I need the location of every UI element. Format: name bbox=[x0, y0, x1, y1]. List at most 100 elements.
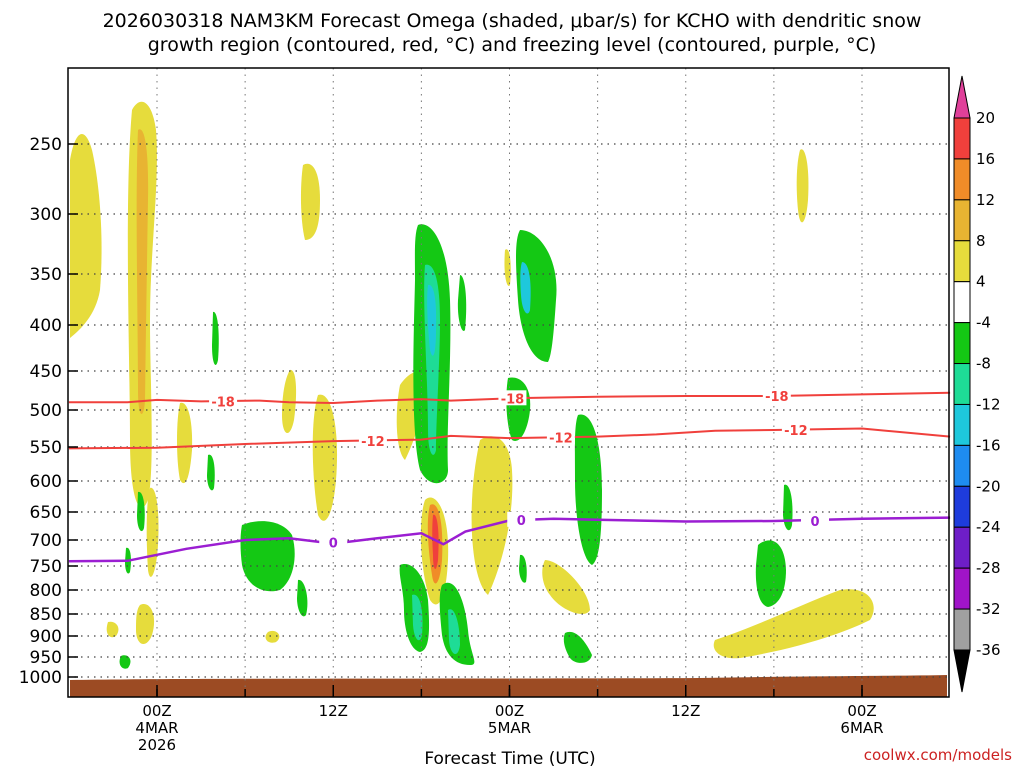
omega-region-yellow-3 bbox=[300, 163, 320, 240]
dgz-lower-label-0: -12 bbox=[361, 435, 385, 450]
colorbar-label-9: -20 bbox=[976, 477, 1001, 495]
colorbar-bin-3 bbox=[953, 240, 971, 283]
freezing-label-1-bg bbox=[507, 511, 536, 527]
colorbar-bin-9 bbox=[953, 485, 971, 528]
freezing-label-2: 0 bbox=[810, 515, 819, 530]
chart-title-line-1: 2026030318 NAM3KM Forecast Omega (shaded… bbox=[103, 10, 922, 32]
y-tick-label-800: 800 bbox=[30, 581, 62, 601]
y-tick-label-600: 600 bbox=[30, 472, 62, 492]
dgz-lower-label-2-bg bbox=[781, 421, 810, 437]
y-tick-label-550: 550 bbox=[30, 438, 62, 458]
omega-region-green-11 bbox=[783, 484, 793, 531]
omega-region-yellow-12 bbox=[796, 149, 809, 223]
omega-region-yellow-11 bbox=[713, 589, 874, 659]
omega-region-green-2 bbox=[516, 230, 557, 362]
omega-region-green-10 bbox=[755, 540, 786, 607]
dgz-lower-contour bbox=[68, 427, 951, 450]
colorbar-label-2: 12 bbox=[976, 191, 995, 209]
x-tick-label-0-2: 2026 bbox=[138, 736, 176, 754]
omega-region-orange-1 bbox=[136, 129, 149, 414]
omega-region-yellow-8 bbox=[471, 436, 513, 595]
freezing-label-1: 0 bbox=[517, 514, 526, 529]
colorbar-label-4: 4 bbox=[976, 273, 986, 291]
omega-region-yellow-10 bbox=[542, 560, 590, 615]
colorbar-bin-4 bbox=[953, 281, 971, 324]
colorbar-label-10: -24 bbox=[976, 518, 1001, 536]
dgz-upper-label-0-bg bbox=[209, 393, 238, 409]
x-tick-label-2-0: 00Z bbox=[495, 702, 524, 720]
omega-region-yellow-1 bbox=[70, 133, 102, 338]
omega-region-teal-2 bbox=[520, 262, 531, 314]
colorbar-label-1: 16 bbox=[976, 150, 995, 168]
colorbar-label-0: 20 bbox=[976, 109, 995, 127]
omega-region-green-16 bbox=[297, 579, 308, 617]
colorbar-label-8: -16 bbox=[976, 436, 1001, 454]
y-tick-label-300: 300 bbox=[30, 205, 62, 225]
colorbar-bin-6 bbox=[953, 363, 971, 405]
y-axis: 2503003504004505005506006507007508008509… bbox=[19, 135, 78, 688]
x-tick-label-2-1: 5MAR bbox=[488, 719, 531, 737]
x-tick-label-3-0: 12Z bbox=[671, 702, 700, 720]
dgz-upper-label-2-bg bbox=[762, 387, 791, 403]
chart-title-line-2: growth region (contoured, red, °C) and f… bbox=[148, 34, 877, 56]
omega-region-cyan-1 bbox=[427, 284, 437, 356]
colorbar-top-arrow bbox=[953, 75, 971, 119]
y-tick-label-650: 650 bbox=[30, 503, 62, 523]
grid-lines bbox=[68, 68, 949, 697]
omega-region-green-9 bbox=[563, 631, 592, 663]
colorbar-bin-2 bbox=[953, 199, 971, 242]
freezing-label-0: 0 bbox=[329, 537, 338, 552]
freezing-level-contour bbox=[68, 516, 951, 563]
colorbar: 20 16 12 8 4 -4 -8 -12 -16 -20 -24 -28 -32 -36 bbox=[953, 75, 1001, 693]
y-tick-label-500: 500 bbox=[30, 401, 62, 421]
colorbar-label-5: -4 bbox=[976, 314, 991, 332]
colorbar-bin-10 bbox=[953, 526, 971, 569]
y-tick-label-900: 900 bbox=[30, 627, 62, 647]
omega-region-yellow-4 bbox=[177, 402, 193, 484]
y-tick-label-450: 450 bbox=[30, 362, 62, 382]
dgz-lower-label-0-bg bbox=[358, 433, 387, 449]
colorbar-bin-5 bbox=[953, 322, 971, 365]
omega-region-green-12 bbox=[212, 311, 219, 365]
x-tick-label-0-1: 4MAR bbox=[135, 719, 178, 737]
omega-region-red-1 bbox=[432, 514, 439, 570]
y-tick-label-950: 950 bbox=[30, 648, 62, 668]
omega-region-teal-4 bbox=[448, 609, 460, 655]
y-tick-label-350: 350 bbox=[30, 265, 62, 285]
colorbar-label-11: -28 bbox=[976, 559, 1001, 577]
y-tick-label-250: 250 bbox=[30, 135, 62, 155]
dgz-lower-label-2: -12 bbox=[784, 424, 808, 439]
omega-region-green-3 bbox=[457, 275, 467, 331]
x-tick-label-0-0: 00Z bbox=[142, 702, 171, 720]
y-tick-label-850: 850 bbox=[30, 605, 62, 625]
x-tick-label-1-0: 12Z bbox=[319, 702, 348, 720]
colorbar-label-6: -8 bbox=[976, 355, 991, 373]
omega-region-green-18 bbox=[519, 554, 527, 583]
colorbar-bin-11 bbox=[953, 567, 971, 610]
y-tick-label-700: 700 bbox=[30, 531, 62, 551]
plot-frame bbox=[67, 67, 950, 698]
colorbar-bin-1 bbox=[953, 158, 971, 201]
contour-lines: -18 -18 -18 -12 -12 -12 0 0 0 bbox=[68, 387, 951, 563]
omega-shading bbox=[70, 101, 874, 669]
ground-surface bbox=[70, 675, 947, 697]
x-tick-label-4-0: 00Z bbox=[847, 702, 876, 720]
omega-region-yellow-16 bbox=[265, 630, 280, 643]
colorbar-bottom-arrow bbox=[953, 649, 971, 693]
dgz-upper-label-2: -18 bbox=[765, 390, 789, 405]
omega-region-yellow-15 bbox=[106, 621, 119, 638]
dgz-upper-label-1: -18 bbox=[501, 392, 525, 407]
omega-region-green-17 bbox=[119, 655, 131, 669]
dgz-upper-label-1-bg bbox=[498, 390, 527, 406]
x-tick-label-4-1: 6MAR bbox=[840, 719, 883, 737]
colorbar-bin-7 bbox=[953, 403, 971, 446]
dgz-upper-contour bbox=[68, 391, 951, 405]
colorbar-label-7: -12 bbox=[976, 395, 1001, 413]
freezing-label-2-bg bbox=[801, 512, 829, 528]
y-tick-label-750: 750 bbox=[30, 557, 62, 577]
omega-region-teal-3 bbox=[412, 594, 423, 641]
colorbar-label-12: -32 bbox=[976, 600, 1001, 618]
omega-region-yellow-6 bbox=[312, 394, 338, 521]
